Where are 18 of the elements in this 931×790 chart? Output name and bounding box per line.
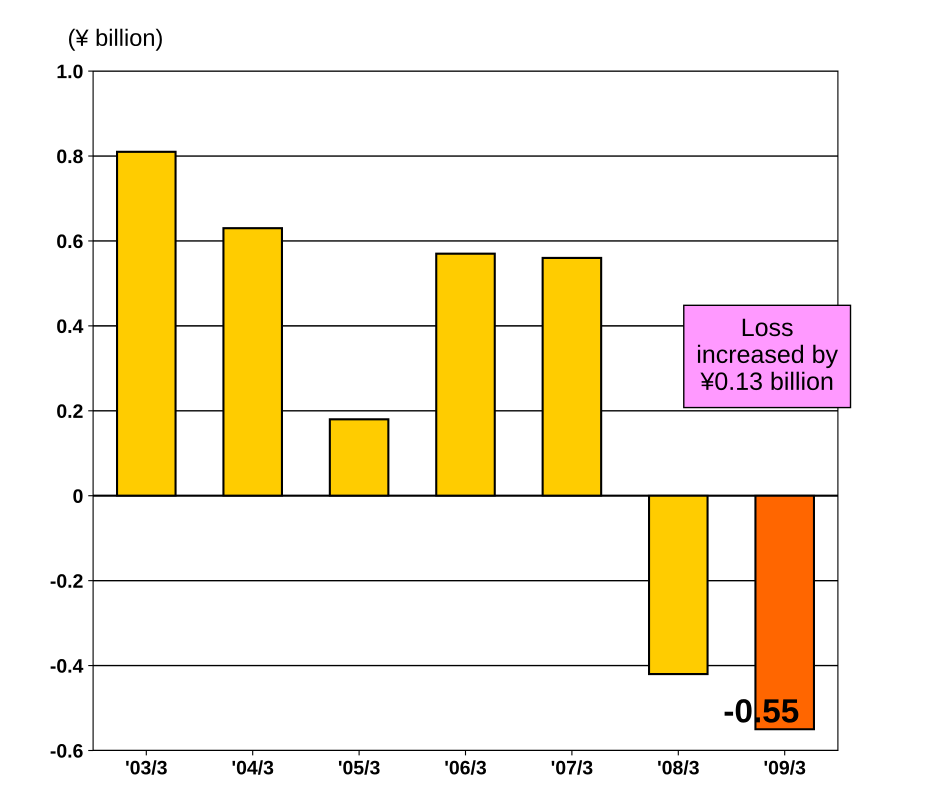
y-tick-label: 0 — [73, 489, 83, 503]
annotation: Loss increased by ¥0.13 billion — [698, 318, 838, 390]
y-tick-label: 0.8 — [57, 149, 83, 164]
y-tick-label: 0.4 — [57, 319, 84, 334]
y-tick-label: -0.4 — [50, 659, 84, 673]
y-tick-label: 0.2 — [57, 404, 83, 418]
y-tick-label: 0.6 — [57, 234, 83, 248]
x-tick-label: '05/3 — [338, 760, 380, 775]
y-axis-title: (¥ billion) — [69, 28, 162, 51]
y-tick-label: 1.0 — [58, 64, 83, 78]
y-tick-label: -0.2 — [50, 574, 83, 588]
x-tick-label: '09/3 — [764, 760, 806, 775]
x-tick-label: '03/3 — [126, 760, 167, 775]
x-tick-label: '04/3 — [232, 760, 274, 775]
y-tick-label: -0.6 — [50, 744, 83, 758]
x-tick-label: '06/3 — [445, 760, 486, 775]
x-tick-label: '08/3 — [658, 760, 699, 775]
x-tick-label: '07/3 — [552, 760, 592, 775]
